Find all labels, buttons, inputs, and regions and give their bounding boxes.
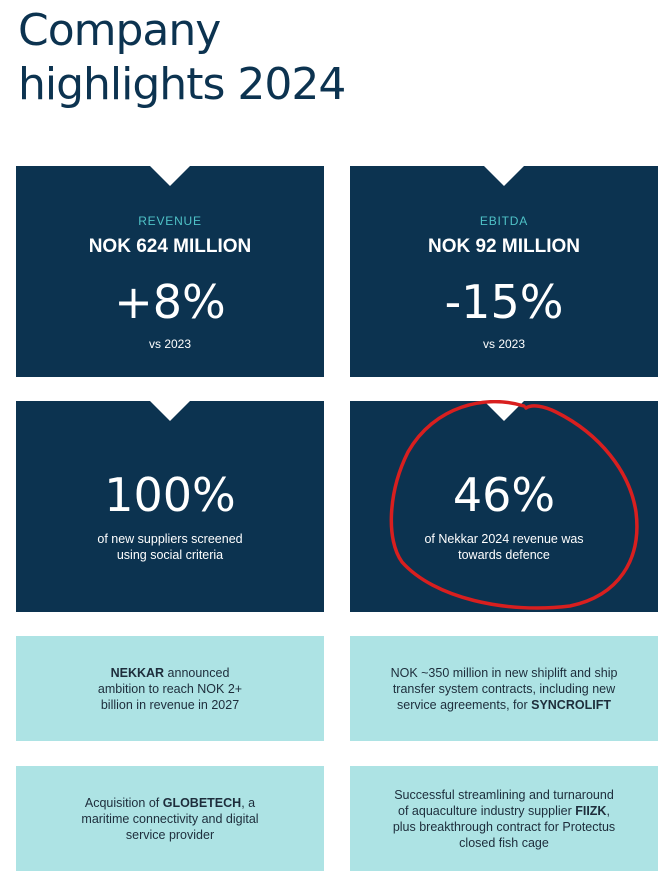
revenue-label: REVENUE	[138, 214, 202, 228]
syncrolift-tile: NOK ~350 million in new shiplift and shi…	[350, 636, 658, 741]
syncrolift-text-3: service agreements, for	[397, 697, 532, 712]
syncrolift-text-1: NOK ~350 million in new shiplift and shi…	[390, 665, 618, 680]
revenue-comparison: vs 2023	[148, 337, 192, 351]
globetech-text-2: maritime connectivity and digital	[81, 811, 259, 826]
fiizk-name: FIIZK	[575, 803, 607, 818]
fiizk-text-4: closed fish cage	[459, 835, 549, 850]
nekkar-text-2: ambition to reach NOK 2+	[97, 681, 243, 696]
revenue-card: REVENUE NOK 624 MILLION +8% vs 2023	[16, 166, 324, 377]
defence-description: of Nekkar 2024 revenue was towards defen…	[419, 531, 589, 563]
globetech-name: GLOBETECH	[162, 795, 242, 810]
ebitda-change: -15%	[444, 275, 564, 329]
globetech-text-1b: , a	[241, 795, 256, 810]
revenue-change: +8%	[114, 275, 226, 329]
suppliers-description-line-1: of new suppliers screened	[97, 532, 243, 546]
suppliers-percent: 100%	[104, 468, 236, 522]
ebitda-label: EBITDA	[479, 214, 529, 228]
ebitda-card: EBITDA NOK 92 MILLION -15% vs 2023	[350, 166, 658, 377]
suppliers-description: of new suppliers screened using social c…	[85, 531, 255, 563]
fiizk-text-2: of aquaculture industry supplier	[398, 803, 576, 818]
globetech-tile-text: Acquisition of GLOBETECH, a maritime con…	[25, 795, 315, 843]
suppliers-card: 100% of new suppliers screened using soc…	[16, 401, 324, 612]
syncrolift-name: SYNCROLIFT	[531, 697, 611, 712]
fiizk-text-2b: ,	[606, 803, 610, 818]
card-notch	[484, 401, 524, 421]
page-title: Company highlights 2024	[18, 4, 346, 112]
card-notch	[150, 166, 190, 186]
defence-card: 46% of Nekkar 2024 revenue was towards d…	[350, 401, 658, 612]
revenue-value: NOK 624 MILLION	[88, 236, 252, 257]
nekkar-name: NEKKAR	[110, 665, 165, 680]
globetech-tile: Acquisition of GLOBETECH, a maritime con…	[16, 766, 324, 871]
fiizk-tile-text: Successful streamlining and turnaround o…	[359, 787, 649, 851]
globetech-text-1: Acquisition of	[84, 795, 163, 810]
nekkar-text-1: announced	[164, 665, 230, 680]
defence-description-line-2: towards defence	[458, 548, 550, 562]
page-title-line-2: highlights 2024	[18, 59, 346, 110]
card-notch	[484, 166, 524, 186]
ebitda-value: NOK 92 MILLION	[427, 236, 580, 257]
nekkar-text-3: billion in revenue in 2027	[100, 697, 240, 712]
syncrolift-tile-text: NOK ~350 million in new shiplift and shi…	[359, 665, 649, 713]
nekkar-tile: NEKKAR announced ambition to reach NOK 2…	[16, 636, 324, 741]
defence-description-line-1: of Nekkar 2024 revenue was	[424, 532, 584, 546]
globetech-text-3: service provider	[125, 827, 215, 842]
defence-percent: 46%	[452, 468, 556, 522]
fiizk-tile: Successful streamlining and turnaround o…	[350, 766, 658, 871]
card-notch	[150, 401, 190, 421]
suppliers-description-line-2: using social criteria	[116, 548, 224, 562]
nekkar-tile-text: NEKKAR announced ambition to reach NOK 2…	[98, 665, 242, 713]
fiizk-text-3: plus breakthrough contract for Protectus	[392, 819, 616, 834]
ebitda-comparison: vs 2023	[482, 337, 526, 351]
syncrolift-text-2: transfer system contracts, including new	[392, 681, 616, 696]
page-title-line-1: Company	[18, 5, 221, 56]
fiizk-text-1: Successful streamlining and turnaround	[394, 787, 614, 802]
